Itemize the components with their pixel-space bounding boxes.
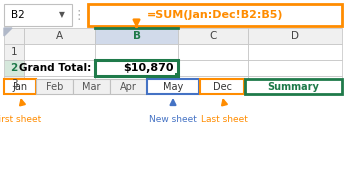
Bar (175, 73, 179, 77)
Bar (4, 44, 24, 60)
Text: C: C (209, 31, 217, 41)
Bar (24, 28, 95, 44)
Bar (95, 28, 178, 44)
Bar (36, 79, 73, 94)
Text: Dec: Dec (212, 82, 231, 91)
Bar (200, 79, 244, 94)
Bar (4, 60, 24, 76)
Bar (88, 4, 342, 26)
Text: ⋮: ⋮ (73, 9, 85, 21)
Bar (24, 44, 95, 60)
Bar (95, 60, 178, 76)
Bar (95, 60, 178, 76)
Bar (248, 44, 342, 60)
Text: 3: 3 (11, 79, 17, 89)
Bar (73, 79, 110, 94)
Bar (248, 28, 342, 44)
Bar (178, 76, 248, 92)
Bar (178, 44, 248, 60)
Bar (4, 79, 36, 94)
Bar (178, 60, 248, 76)
Text: First sheet: First sheet (0, 115, 42, 124)
Bar (110, 79, 147, 94)
Bar (95, 44, 178, 60)
Text: Last sheet: Last sheet (201, 115, 247, 124)
Bar (95, 76, 178, 92)
Bar (248, 60, 342, 76)
Bar (4, 4, 72, 26)
Bar (245, 79, 342, 94)
Text: D: D (291, 31, 299, 41)
Bar (248, 76, 342, 92)
Text: New sheet: New sheet (149, 115, 197, 124)
Bar (147, 79, 199, 94)
Text: =SUM(Jan:Dec!B2:B5): =SUM(Jan:Dec!B2:B5) (147, 10, 283, 20)
Text: B: B (133, 31, 140, 41)
Text: $10,870: $10,870 (124, 63, 174, 73)
Text: Grand Total:: Grand Total: (19, 63, 91, 73)
Text: Apr: Apr (120, 82, 137, 91)
Bar (4, 28, 24, 44)
Bar (24, 76, 95, 92)
Bar (24, 60, 95, 76)
Text: A: A (56, 31, 63, 41)
Text: Summary: Summary (267, 82, 319, 91)
Text: Feb: Feb (46, 82, 63, 91)
Bar (178, 28, 248, 44)
Text: B2: B2 (11, 10, 25, 20)
Polygon shape (4, 28, 12, 36)
Text: 1: 1 (11, 47, 17, 57)
Text: ▼: ▼ (59, 11, 65, 20)
Text: Jan: Jan (12, 82, 28, 91)
Bar (4, 76, 24, 92)
Text: May: May (163, 82, 183, 91)
Text: 2: 2 (10, 63, 18, 73)
Text: Mar: Mar (82, 82, 101, 91)
